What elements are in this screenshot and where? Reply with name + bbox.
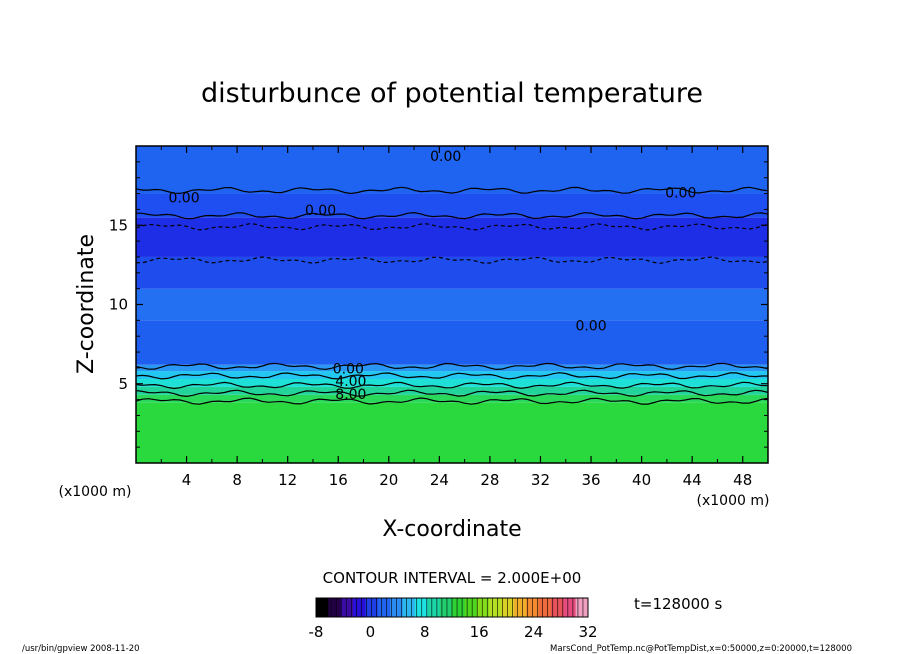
colorbar-swatch-8 <box>414 598 428 617</box>
chart-title: disturbunce of potential temperature <box>201 78 703 109</box>
colorbar-swatch-3 <box>353 598 366 617</box>
colorbar-swatch-4 <box>365 598 379 617</box>
contour-label-1: 0.00 <box>168 190 199 206</box>
colorbar-tick-label-5: 32 <box>578 623 597 641</box>
colorbar-swatch-19 <box>550 598 564 617</box>
colorbar-swatch-12 <box>464 598 478 617</box>
contour-line-1 <box>136 389 768 398</box>
contour-line-8 <box>136 186 768 195</box>
colorbar-swatch-10 <box>439 598 453 617</box>
footer-right: MarsCond_PotTemp.nc@PotTempDist,x=0:5000… <box>550 644 852 654</box>
contour-line-6 <box>136 223 768 231</box>
x-tick-label-11: 48 <box>733 471 752 489</box>
colorbar-swatch-0 <box>316 598 329 617</box>
colorbar-swatch-14 <box>489 598 502 617</box>
colorbar-swatch-9 <box>427 598 441 617</box>
contour-interval-text: CONTOUR INTERVAL = 2.000E+00 <box>323 569 582 587</box>
x-tick-label-8: 36 <box>581 471 600 489</box>
colorbar-swatch-13 <box>476 598 490 617</box>
colorbar <box>316 598 589 617</box>
contour-label-2: 0.00 <box>305 203 336 219</box>
x-unit-label-right: (x1000 m) <box>697 493 770 509</box>
contour-label-4: 0.00 <box>575 319 606 335</box>
colorbar-swatch-16 <box>513 598 527 617</box>
contour-label-0: 0.00 <box>430 149 461 165</box>
colorbar-tick-label-2: 8 <box>420 623 430 641</box>
field-layer-8 <box>136 256 768 289</box>
field-layer-10 <box>136 193 768 218</box>
footer-left: /usr/bin/gpview 2008-11-20 <box>22 644 140 654</box>
field-layer-9 <box>136 217 768 257</box>
x-tick-label-3: 16 <box>329 471 348 489</box>
contour-label-3: 0.00 <box>665 186 696 202</box>
colorbar-tick-label-0: -8 <box>309 623 324 641</box>
field-layer-2 <box>136 386 768 395</box>
x-tick-label-10: 44 <box>683 471 702 489</box>
x-tick-label-4: 20 <box>379 471 398 489</box>
field-layer-11 <box>136 146 768 194</box>
x-tick-label-0: 4 <box>182 471 192 489</box>
field-layer-5 <box>136 364 768 372</box>
field-layer-1 <box>136 394 768 403</box>
x-axis-label: X-coordinate <box>382 517 521 542</box>
colorbar-tick-label-4: 24 <box>524 623 543 641</box>
x-tick-label-2: 12 <box>278 471 297 489</box>
colorbar-swatch-1 <box>328 598 342 617</box>
colorbar-swatch-20 <box>563 598 577 617</box>
colorbar-swatch-5 <box>377 598 391 617</box>
y-tick-label-0: 5 <box>118 375 128 393</box>
y-axis-label: Z-coordinate <box>74 234 99 374</box>
contour-line-3 <box>136 372 768 380</box>
contour-line-7 <box>136 211 768 220</box>
contour-label-6: 4.00 <box>335 374 366 390</box>
x-unit-label-left: (x1000 m) <box>59 484 132 500</box>
field-layer-7 <box>136 288 768 321</box>
x-tick-label-1: 8 <box>232 471 242 489</box>
colorbar-tick-label-1: 0 <box>366 623 376 641</box>
colorbar-swatch-21 <box>575 598 589 617</box>
colorbar-swatch-11 <box>452 598 465 617</box>
colorbar-swatch-18 <box>538 598 552 617</box>
y-tick-label-2: 15 <box>109 216 128 234</box>
contour-label-7: 8.00 <box>335 387 366 403</box>
contour-line-5 <box>136 256 768 264</box>
field-layer-0 <box>136 402 768 463</box>
colorbar-frame <box>315 597 589 618</box>
contour-line-2 <box>136 381 768 390</box>
colorbar-swatch-15 <box>501 598 515 617</box>
x-tick-label-7: 32 <box>531 471 550 489</box>
field-layer-6 <box>136 320 768 365</box>
x-tick-label-6: 28 <box>480 471 499 489</box>
contour-label-5: 0.00 <box>333 361 364 377</box>
time-label: t=128000 s <box>634 595 722 613</box>
x-tick-label-9: 40 <box>632 471 651 489</box>
x-tick-label-5: 24 <box>430 471 449 489</box>
field-layer-3 <box>136 378 768 387</box>
y-tick-label-1: 10 <box>109 296 128 314</box>
colorbar-tick-label-3: 16 <box>470 623 489 641</box>
colorbar-swatch-2 <box>340 598 354 617</box>
contour-line-4 <box>136 362 768 371</box>
colorbar-swatch-7 <box>402 598 416 617</box>
contour-line-0 <box>136 397 768 405</box>
